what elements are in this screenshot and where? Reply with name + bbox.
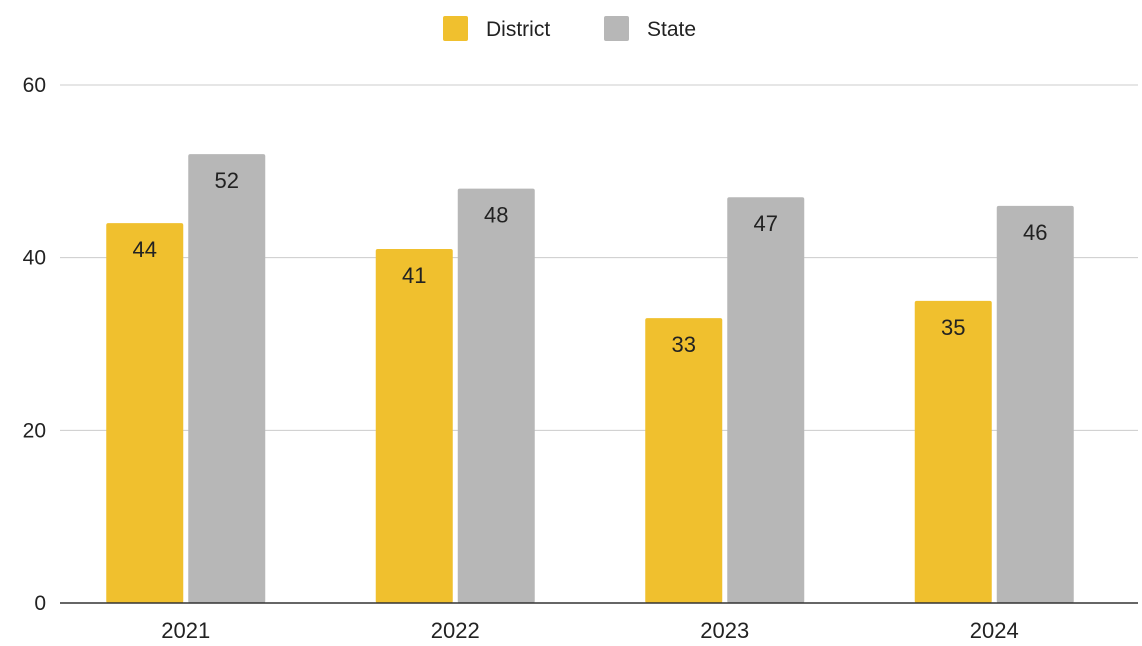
bar-district-2024 (914, 300, 992, 603)
legend-label-district: District (486, 18, 550, 41)
x-axis-tick-labels: 2021 2022 2023 2024 (161, 618, 1019, 643)
y-tick-label: 60 (23, 74, 46, 97)
data-label: 48 (484, 203, 508, 228)
x-tick-label: 2021 (161, 618, 210, 641)
data-label: 46 (1023, 220, 1047, 245)
data-label: 47 (754, 211, 778, 236)
y-tick-label: 0 (34, 592, 46, 615)
bar-state-2023 (727, 197, 805, 603)
x-tick-label: 2022 (431, 618, 480, 641)
data-labels: 44 52 41 48 33 47 35 46 (133, 168, 1048, 357)
y-axis-tick-labels: 0 20 40 60 (23, 74, 46, 615)
bar-district-2021 (106, 223, 184, 603)
data-label: 33 (672, 332, 696, 357)
legend-swatch-district (443, 16, 468, 41)
x-tick-label: 2024 (970, 618, 1019, 641)
bars (106, 154, 1074, 604)
bar-state-2024 (996, 205, 1074, 603)
legend-label-state: State (647, 18, 696, 41)
data-label: 35 (941, 315, 965, 340)
data-label: 41 (402, 263, 426, 288)
y-tick-label: 40 (23, 247, 46, 270)
x-tick-label: 2023 (700, 618, 749, 641)
data-label: 52 (215, 168, 239, 193)
y-tick-label: 20 (23, 419, 46, 442)
bar-district-2022 (375, 249, 453, 604)
bar-state-2021 (188, 154, 266, 604)
bar-state-2022 (457, 188, 535, 603)
legend: District State (443, 16, 696, 41)
legend-swatch-state (604, 16, 629, 41)
data-label: 44 (133, 237, 157, 262)
bar-district-2023 (645, 318, 723, 603)
